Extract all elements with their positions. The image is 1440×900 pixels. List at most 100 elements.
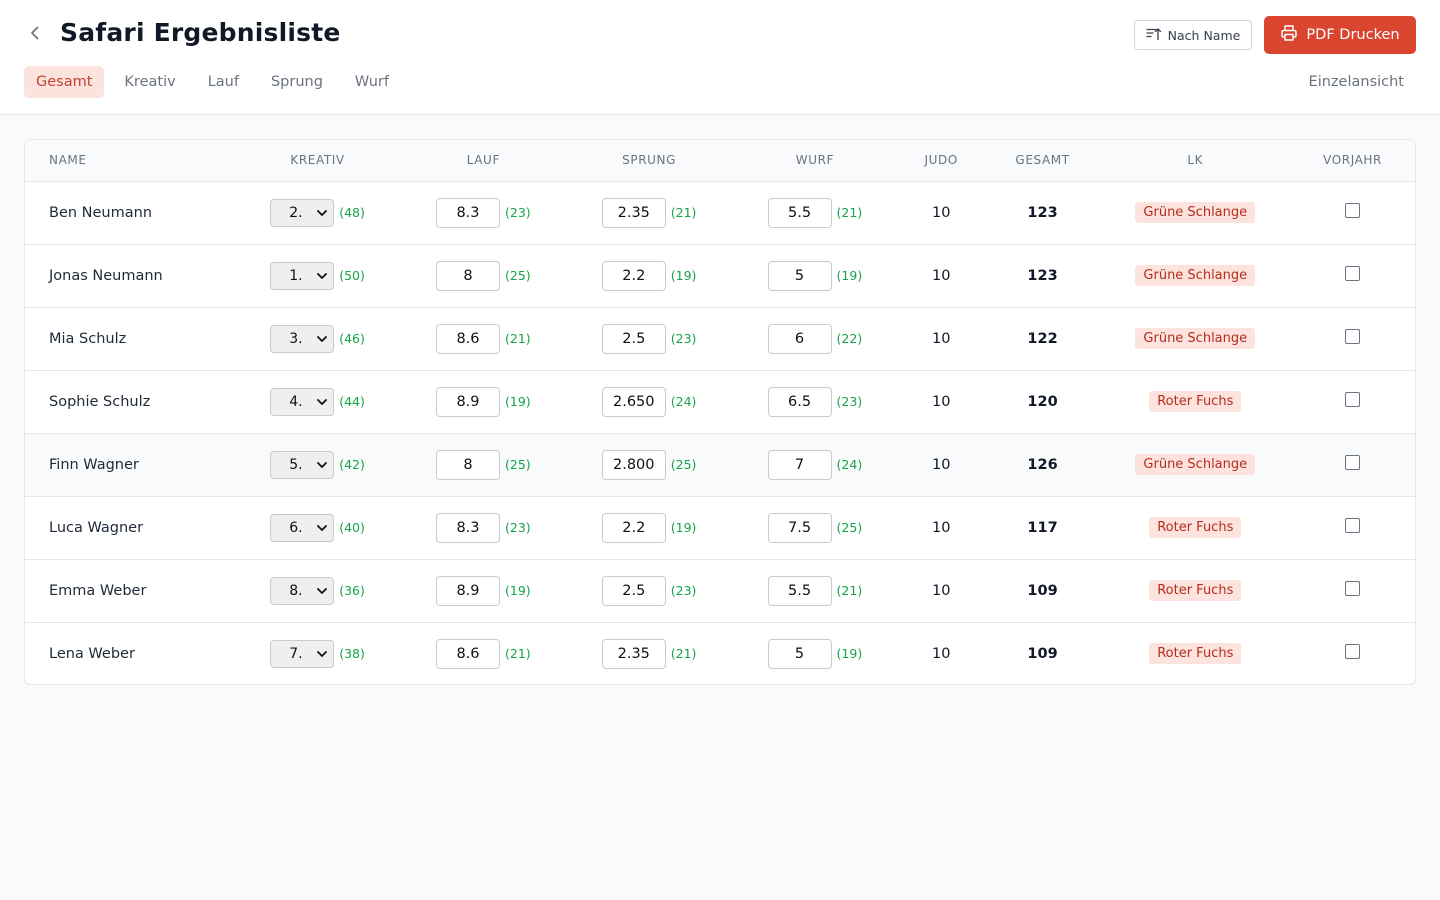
athlete-name: Finn Wagner (49, 456, 139, 473)
wurf-input[interactable]: 7.5 (767, 512, 832, 543)
kreativ-points: (48) (339, 205, 365, 220)
sprung-cell: 2.800 (25) (601, 449, 696, 480)
wurf-input[interactable]: 5 (767, 638, 832, 669)
judo-value: 10 (931, 519, 951, 536)
kreativ-rank-select[interactable]: 2. (270, 198, 335, 227)
lauf-cell: 8.9 (19) (435, 386, 531, 417)
single-view-link[interactable]: Einzelansicht (1308, 74, 1404, 90)
sprung-points: (24) (670, 394, 697, 409)
lk-badge: Grüne Schlange (1135, 328, 1256, 349)
wurf-input[interactable]: 7 (767, 449, 832, 480)
tab-lauf[interactable]: Lauf (207, 74, 239, 90)
kreativ-points: (46) (339, 331, 365, 346)
kreativ-rank-value: 8. (289, 582, 303, 599)
chevron-down-icon (317, 205, 328, 221)
kreativ-rank-select[interactable]: 1. (270, 261, 335, 290)
sprung-input[interactable]: 2.5 (601, 323, 666, 354)
athlete-name: Sophie Schulz (49, 393, 151, 410)
sprung-points: (23) (670, 583, 697, 598)
column-header-gesamt[interactable]: GESAMT (984, 140, 1101, 182)
kreativ-cell: 8. (36) (270, 576, 365, 605)
lauf-cell: 8 (25) (435, 449, 531, 480)
column-header-lauf[interactable]: LAUF (400, 140, 567, 182)
column-header-judo[interactable]: JUDO (897, 140, 985, 182)
judo-value: 10 (931, 645, 951, 662)
sprung-input[interactable]: 2.650 (601, 386, 666, 417)
column-header-sprung[interactable]: SPRUNG (566, 140, 732, 182)
vorjahr-checkbox[interactable] (1345, 266, 1361, 281)
lauf-points: (25) (504, 457, 531, 472)
wurf-input[interactable]: 6.5 (767, 386, 832, 417)
vorjahr-checkbox[interactable] (1345, 203, 1361, 218)
column-header-kreativ[interactable]: KREATIV (234, 140, 401, 182)
vorjahr-checkbox[interactable] (1345, 392, 1361, 407)
sprung-input[interactable]: 2.5 (601, 575, 666, 606)
column-header-vorjahr[interactable]: VORJAHR (1290, 140, 1415, 182)
wurf-input[interactable]: 6 (767, 323, 832, 354)
tab-gesamt[interactable]: Gesamt (24, 66, 105, 98)
wurf-points: (22) (836, 331, 863, 346)
vorjahr-checkbox[interactable] (1345, 518, 1361, 533)
column-header-wurf[interactable]: WURF (732, 140, 898, 182)
sprung-input[interactable]: 2.800 (601, 449, 666, 480)
vorjahr-checkbox[interactable] (1345, 329, 1361, 344)
sort-by-name-button[interactable]: Nach Name (1134, 20, 1252, 50)
vorjahr-checkbox[interactable] (1345, 644, 1361, 660)
wurf-input[interactable]: 5 (767, 260, 832, 291)
tab-sprung[interactable]: Sprung (270, 74, 323, 90)
kreativ-rank-value: 4. (289, 393, 303, 410)
tab-wurf[interactable]: Wurf (354, 74, 389, 90)
lauf-input[interactable]: 8.9 (435, 575, 500, 606)
kreativ-points: (36) (339, 583, 365, 598)
kreativ-points: (50) (339, 268, 365, 283)
wurf-points: (21) (836, 205, 863, 220)
kreativ-rank-select[interactable]: 3. (270, 324, 335, 353)
lauf-input[interactable]: 8 (435, 260, 500, 291)
lauf-input[interactable]: 8.3 (435, 512, 500, 543)
kreativ-rank-select[interactable]: 8. (270, 576, 335, 605)
wurf-cell: 5 (19) (767, 260, 863, 291)
vorjahr-checkbox[interactable] (1345, 455, 1361, 470)
lauf-input[interactable]: 8 (435, 449, 500, 480)
kreativ-rank-select[interactable]: 6. (270, 513, 335, 542)
kreativ-rank-select[interactable]: 7. (270, 639, 335, 668)
wurf-points: (19) (836, 268, 863, 283)
lauf-cell: 8.3 (23) (435, 197, 531, 228)
wurf-points: (21) (836, 583, 863, 598)
total-score: 126 (1027, 456, 1058, 473)
judo-value: 10 (931, 456, 951, 473)
column-header-name[interactable]: NAME (25, 140, 235, 182)
lauf-input[interactable]: 8.6 (435, 323, 500, 354)
wurf-input[interactable]: 5.5 (767, 575, 832, 606)
lauf-points: (23) (504, 205, 531, 220)
sprung-points: (21) (670, 205, 697, 220)
kreativ-rank-select[interactable]: 4. (270, 387, 335, 416)
table-row: Mia Schulz 3. (46) 8.6 (21) 2.5 (23) 6 (22) 10 122… (25, 307, 1415, 370)
column-header-lk[interactable]: LK (1100, 140, 1291, 182)
total-score: 123 (1027, 267, 1058, 284)
sprung-input[interactable]: 2.35 (601, 638, 666, 669)
judo-value: 10 (931, 204, 951, 221)
vorjahr-checkbox[interactable] (1345, 581, 1361, 596)
sort-button-label: Nach Name (1167, 27, 1241, 43)
kreativ-rank-value: 6. (289, 519, 303, 536)
lauf-input[interactable]: 8.6 (435, 638, 500, 669)
print-pdf-button[interactable]: PDF Drucken (1264, 16, 1416, 54)
lk-badge: Roter Fuchs (1149, 391, 1242, 412)
printer-icon (1280, 24, 1298, 46)
kreativ-rank-select[interactable]: 5. (270, 450, 335, 479)
athlete-name: Lena Weber (49, 645, 135, 662)
tab-kreativ[interactable]: Kreativ (124, 74, 176, 90)
sprung-input[interactable]: 2.2 (601, 512, 666, 543)
chevron-left-icon (27, 25, 43, 45)
lauf-points: (25) (504, 268, 531, 283)
wurf-input[interactable]: 5.5 (767, 197, 832, 228)
judo-value: 10 (931, 393, 951, 410)
back-button[interactable] (24, 24, 46, 46)
lauf-input[interactable]: 8.3 (435, 197, 500, 228)
sprung-input[interactable]: 2.35 (601, 197, 666, 228)
sprung-input[interactable]: 2.2 (601, 260, 666, 291)
table-body: Ben Neumann 2. (48) 8.3 (23) 2.35 (21) 5.5 (21) 1… (25, 181, 1415, 684)
lauf-input[interactable]: 8.9 (435, 386, 500, 417)
athlete-name: Jonas Neumann (49, 267, 163, 284)
